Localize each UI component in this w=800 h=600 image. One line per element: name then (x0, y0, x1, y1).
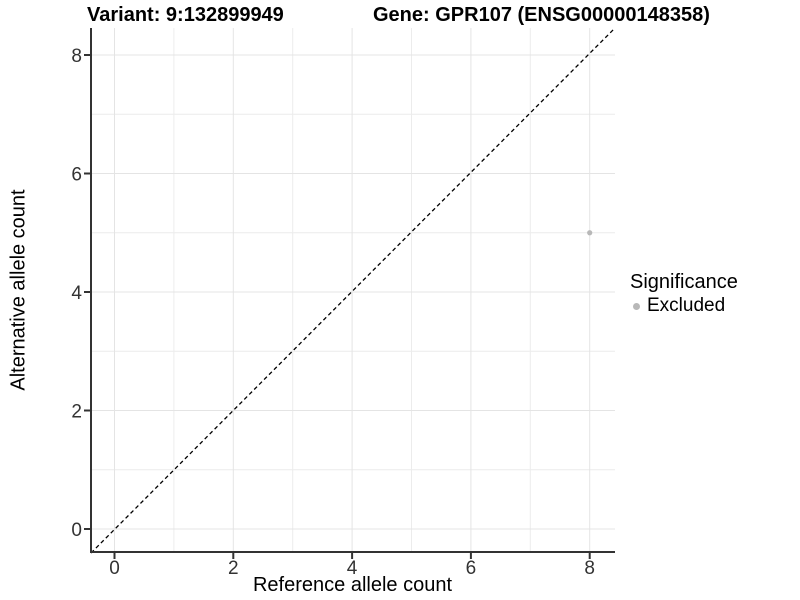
x-axis-title: Reference allele count (252, 574, 452, 596)
legend-title: Significance (630, 271, 738, 293)
data-point (587, 230, 593, 236)
identity-line (90, 28, 616, 554)
y-tick-label: 0 (71, 520, 82, 541)
y-tick-label: 8 (71, 46, 82, 67)
legend-point-icon (633, 302, 640, 310)
y-axis-title: Alternative allele count (7, 189, 30, 391)
legend-item-label: Excluded (647, 295, 726, 316)
plot-title-variant: Variant: 9:132899949 (87, 4, 284, 26)
plot-title-gene: Gene: GPR107 (ENSG00000148358) (373, 4, 710, 26)
legend: Significance Excluded (630, 270, 738, 317)
y-tick-label: 2 (71, 402, 82, 423)
y-tick-label: 6 (71, 165, 82, 186)
legend-item: Excluded (630, 295, 738, 317)
plot-area: 0 2 4 6 8 0 2 4 6 8 (71, 28, 616, 579)
x-tick-label: 8 (584, 558, 595, 579)
x-tick-label: 6 (466, 558, 477, 579)
x-tick-label: 4 (347, 558, 358, 579)
y-tick-label: 4 (71, 283, 82, 304)
x-tick-label: 0 (109, 558, 120, 579)
x-tick-label: 2 (228, 558, 239, 579)
